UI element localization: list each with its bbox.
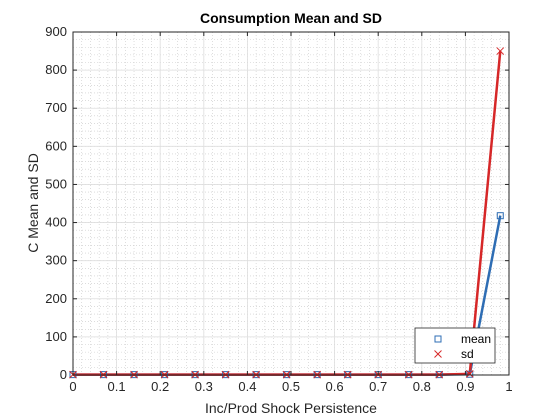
y-axis-label: C Mean and SD [25,153,41,253]
x-tick-label: 0.2 [151,379,169,394]
x-tick-label: 0 [69,379,76,394]
x-tick-label: 0.9 [456,379,474,394]
x-tick-label: 0.8 [413,379,431,394]
data-point-sd-stroke-b [496,47,505,55]
y-tick-label: 700 [45,100,67,115]
x-tick-label: 0.5 [282,379,300,394]
y-tick-label: 200 [45,291,67,306]
y-tick-label: 400 [45,215,67,230]
y-tick-label: 500 [45,176,67,191]
y-tick-label: 300 [45,253,67,268]
y-tick-label: 600 [45,138,67,153]
y-tick-label: 900 [45,24,67,39]
x-tick-label: 0.7 [369,379,387,394]
x-axis: 0 0.1 0.2 0.3 0.4 0.5 0.6 0.7 0.8 0.9 1 [69,32,513,394]
x-tick-label: 1 [505,379,512,394]
y-tick-label: 0 [60,367,67,382]
legend-label-mean: mean [461,332,491,346]
x-tick-label: 0.3 [195,379,213,394]
data-point-mean [466,370,474,378]
legend-marker-sd [434,350,442,358]
x-tick-label: 0.4 [238,379,256,394]
x-tick-label: 0.6 [326,379,344,394]
data-point-mean [496,212,504,220]
x-axis-label: Inc/Prod Shock Persistence [205,400,377,416]
data-point-sd [496,47,505,55]
legend-box [414,327,496,364]
legend-marker-sd-stroke-b [434,350,442,358]
x-tick-label: 0.1 [108,379,126,394]
data-point-sd [465,370,474,378]
y-tick-label: 800 [45,62,67,77]
y-axis: 0 100 200 300 400 500 600 700 800 900 [45,24,509,382]
data-point-sd-stroke-b [465,370,474,378]
y-tick-label: 100 [45,329,67,344]
legend-label-sd: sd [461,347,474,361]
legend-marker-mean [434,335,442,343]
chart-title: Consumption Mean and SD [200,10,382,26]
